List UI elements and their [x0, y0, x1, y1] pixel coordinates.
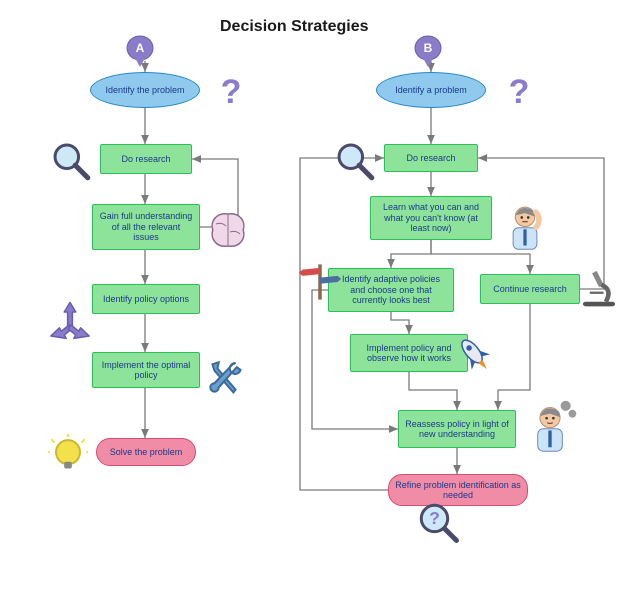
node-a6: Solve the problem: [96, 438, 196, 466]
edge: [498, 304, 530, 410]
edge: [409, 372, 457, 410]
node-b5: Continue research: [480, 274, 580, 304]
node-a3: Gain full understanding of all the relev…: [92, 204, 200, 250]
node-a5: Implement the optimal policy: [92, 352, 200, 388]
svg-text:A: A: [136, 41, 145, 55]
node-b1: Identify a problem: [376, 72, 486, 108]
svg-text:?: ?: [429, 508, 440, 528]
svg-text:?: ?: [221, 76, 242, 110]
diagram-title: Decision Strategies: [220, 18, 369, 36]
node-b6: Implement policy and observe how it work…: [350, 334, 468, 372]
node-b7: Reassess policy in light of new understa…: [398, 410, 516, 448]
node-a4: Identify policy options: [92, 284, 200, 314]
svg-text:?: ?: [509, 76, 530, 110]
node-b4: Identify adaptive policies and choose on…: [328, 268, 454, 312]
node-b2: Do research: [384, 144, 478, 172]
node-b3: Learn what you can and what you can't kn…: [370, 196, 492, 240]
node-a1: Identify the problem: [90, 72, 200, 108]
edge: [391, 312, 409, 334]
edge: [391, 240, 431, 268]
svg-text:B: B: [424, 41, 433, 55]
node-a2: Do research: [100, 144, 192, 174]
